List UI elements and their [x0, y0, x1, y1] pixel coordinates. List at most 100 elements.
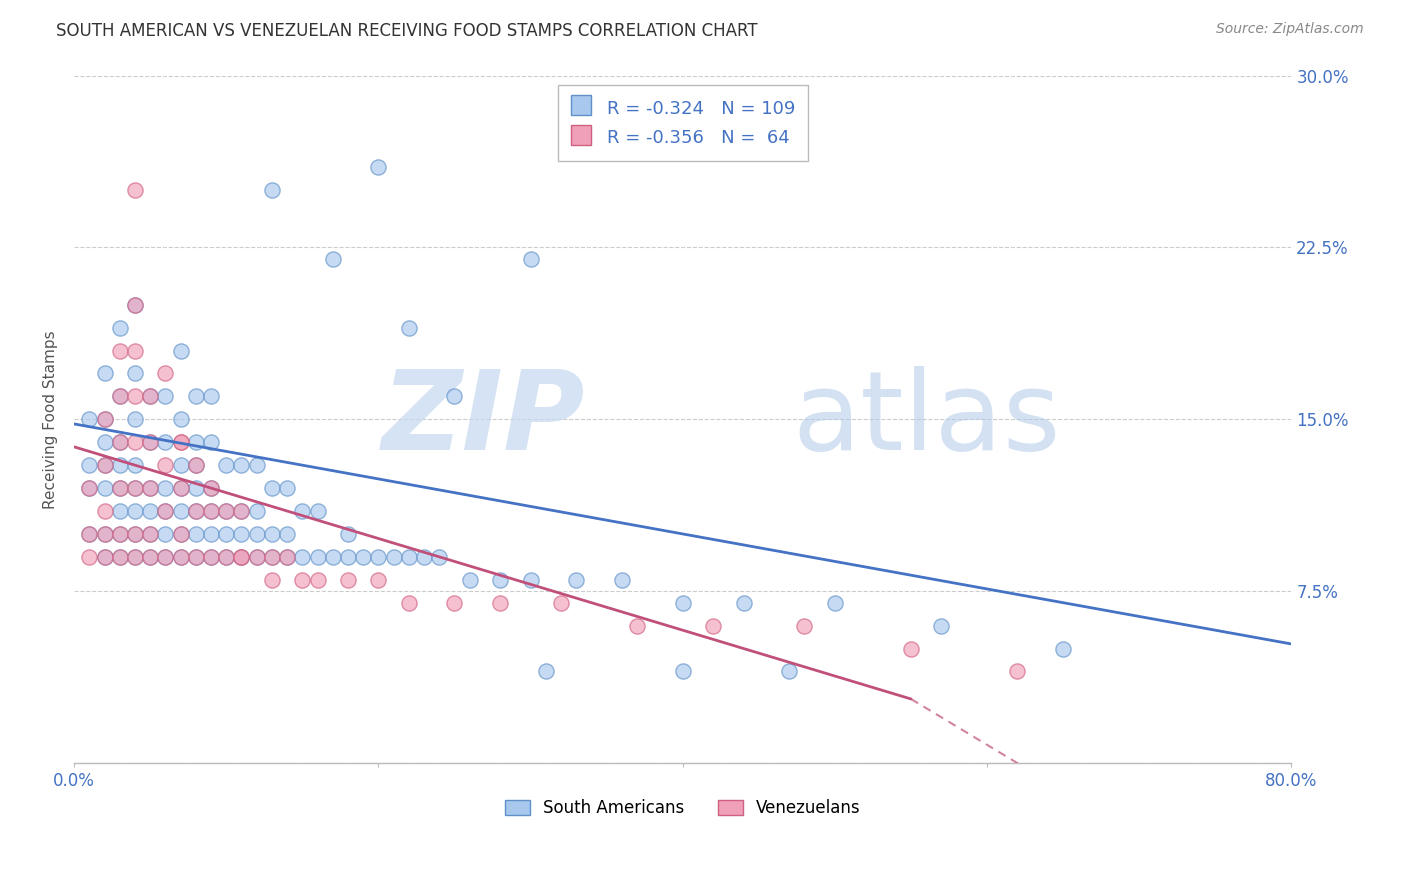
Point: [626, 618, 648, 632]
Point: [108, 481, 131, 495]
Point: [79, 549, 101, 564]
Point: [93, 458, 115, 472]
Point: [169, 412, 191, 426]
Point: [124, 367, 146, 381]
Point: [489, 596, 512, 610]
Point: [200, 549, 222, 564]
Text: atlas: atlas: [792, 366, 1060, 473]
Point: [184, 549, 207, 564]
Text: SOUTH AMERICAN VS VENEZUELAN RECEIVING FOOD STAMPS CORRELATION CHART: SOUTH AMERICAN VS VENEZUELAN RECEIVING F…: [56, 22, 758, 40]
Point: [1007, 665, 1029, 679]
Point: [155, 481, 177, 495]
Point: [1052, 641, 1074, 656]
Point: [200, 527, 222, 541]
Point: [367, 160, 389, 174]
Point: [307, 549, 329, 564]
Point: [169, 504, 191, 518]
Point: [291, 504, 314, 518]
Point: [169, 549, 191, 564]
Point: [108, 527, 131, 541]
Point: [93, 412, 115, 426]
Point: [672, 665, 695, 679]
Point: [169, 527, 191, 541]
Point: [231, 549, 253, 564]
Point: [458, 573, 481, 587]
Point: [169, 549, 191, 564]
Point: [260, 549, 283, 564]
Point: [200, 549, 222, 564]
Point: [307, 573, 329, 587]
Point: [93, 504, 115, 518]
Point: [215, 504, 238, 518]
Point: [124, 549, 146, 564]
Point: [215, 549, 238, 564]
Point: [276, 549, 298, 564]
Point: [260, 481, 283, 495]
Point: [155, 549, 177, 564]
Point: [124, 458, 146, 472]
Point: [124, 549, 146, 564]
Point: [108, 549, 131, 564]
Point: [93, 481, 115, 495]
Point: [307, 504, 329, 518]
Point: [246, 549, 269, 564]
Point: [124, 412, 146, 426]
Point: [443, 389, 465, 403]
Point: [215, 527, 238, 541]
Point: [124, 298, 146, 312]
Point: [155, 527, 177, 541]
Point: [443, 596, 465, 610]
Point: [108, 458, 131, 472]
Point: [93, 412, 115, 426]
Point: [108, 435, 131, 450]
Point: [231, 504, 253, 518]
Point: [108, 504, 131, 518]
Point: [231, 549, 253, 564]
Point: [824, 596, 846, 610]
Point: [336, 527, 359, 541]
Point: [184, 458, 207, 472]
Point: [124, 343, 146, 358]
Point: [93, 367, 115, 381]
Point: [79, 481, 101, 495]
Point: [931, 618, 953, 632]
Point: [139, 549, 162, 564]
Point: [124, 527, 146, 541]
Point: [93, 527, 115, 541]
Point: [155, 367, 177, 381]
Point: [108, 389, 131, 403]
Text: Source: ZipAtlas.com: Source: ZipAtlas.com: [1216, 22, 1364, 37]
Point: [246, 527, 269, 541]
Point: [139, 504, 162, 518]
Point: [184, 458, 207, 472]
Point: [200, 504, 222, 518]
Point: [398, 320, 420, 334]
Point: [336, 573, 359, 587]
Point: [184, 481, 207, 495]
Point: [124, 481, 146, 495]
Point: [200, 481, 222, 495]
Point: [155, 389, 177, 403]
Point: [276, 481, 298, 495]
Point: [139, 549, 162, 564]
Point: [534, 665, 557, 679]
Point: [398, 596, 420, 610]
Point: [79, 527, 101, 541]
Point: [200, 435, 222, 450]
Point: [260, 183, 283, 197]
Point: [139, 527, 162, 541]
Point: [215, 504, 238, 518]
Point: [184, 504, 207, 518]
Point: [382, 549, 405, 564]
Point: [231, 527, 253, 541]
Point: [169, 435, 191, 450]
Point: [108, 435, 131, 450]
Point: [93, 549, 115, 564]
Point: [155, 549, 177, 564]
Legend: South Americans, Venezuelans: South Americans, Venezuelans: [498, 792, 868, 823]
Point: [702, 618, 724, 632]
Point: [155, 504, 177, 518]
Point: [169, 458, 191, 472]
Point: [139, 435, 162, 450]
Point: [155, 458, 177, 472]
